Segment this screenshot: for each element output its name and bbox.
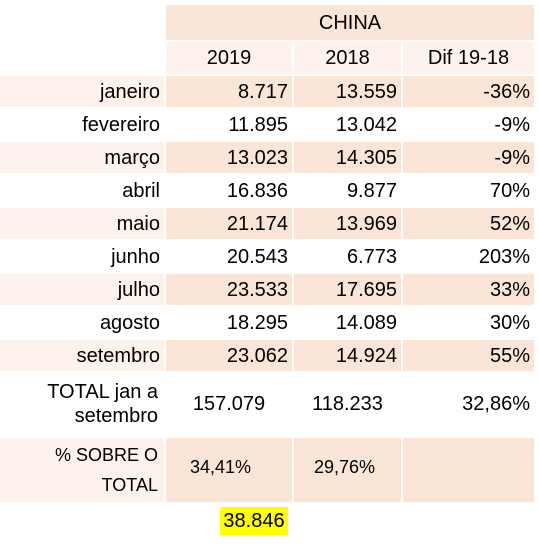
value-difference: 203% bbox=[403, 241, 534, 272]
total-dif: 32,86% bbox=[403, 372, 534, 436]
percent-label: % SOBRE O TOTAL bbox=[0, 438, 164, 502]
percent-2019: 34,41% bbox=[166, 438, 292, 502]
value-2019: 23.062 bbox=[166, 340, 292, 371]
year-2019-header: 2019 bbox=[166, 42, 292, 74]
value-2018: 9.877 bbox=[294, 175, 401, 206]
value-2018: 6.773 bbox=[294, 241, 401, 272]
month-label: janeiro bbox=[0, 76, 164, 107]
month-label: junho bbox=[0, 241, 164, 272]
year-2018-header: 2018 bbox=[294, 42, 401, 74]
value-2019: 20.543 bbox=[166, 241, 292, 272]
month-label: setembro bbox=[0, 340, 164, 371]
value-2019: 13.023 bbox=[166, 142, 292, 173]
value-difference: -36% bbox=[403, 76, 534, 107]
percent-2018: 29,76% bbox=[294, 438, 401, 502]
value-difference: 33% bbox=[403, 274, 534, 305]
value-difference: 52% bbox=[403, 208, 534, 239]
percent-label-line2: TOTAL bbox=[101, 475, 158, 495]
value-difference: 30% bbox=[403, 307, 534, 338]
value-2018: 14.089 bbox=[294, 307, 401, 338]
value-2019: 18.295 bbox=[166, 307, 292, 338]
value-2019: 21.174 bbox=[166, 208, 292, 239]
value-2018: 14.924 bbox=[294, 340, 401, 371]
total-label-line1: TOTAL jan a bbox=[47, 381, 158, 403]
country-header: CHINA bbox=[166, 5, 534, 40]
percent-dif-empty bbox=[403, 438, 534, 502]
month-label: fevereiro bbox=[0, 109, 164, 140]
value-2019: 23.533 bbox=[166, 274, 292, 305]
month-label: maio bbox=[0, 208, 164, 239]
value-difference: 55% bbox=[403, 340, 534, 371]
total-2018: 118.233 bbox=[294, 372, 401, 436]
total-2019: 157.079 bbox=[166, 372, 292, 436]
value-difference: 70% bbox=[403, 175, 534, 206]
difference-header: Dif 19-18 bbox=[403, 42, 534, 74]
value-2018: 14.305 bbox=[294, 142, 401, 173]
value-difference: -9% bbox=[403, 109, 534, 140]
month-label: março bbox=[0, 142, 164, 173]
footer-total-value: 38.846 bbox=[220, 507, 288, 535]
total-label-line2: setembro bbox=[74, 405, 158, 427]
total-label: TOTAL jan a setembro bbox=[0, 372, 164, 436]
value-2018: 13.969 bbox=[294, 208, 401, 239]
value-2019: 11.895 bbox=[166, 109, 292, 140]
month-label: abril bbox=[0, 175, 164, 206]
value-difference: -9% bbox=[403, 142, 534, 173]
value-2019: 16.836 bbox=[166, 175, 292, 206]
percent-label-line1: % SOBRE O bbox=[54, 445, 158, 465]
month-label: julho bbox=[0, 274, 164, 305]
month-label: agosto bbox=[0, 307, 164, 338]
value-2018: 17.695 bbox=[294, 274, 401, 305]
value-2018: 13.042 bbox=[294, 109, 401, 140]
value-2018: 13.559 bbox=[294, 76, 401, 107]
value-2019: 8.717 bbox=[166, 76, 292, 107]
